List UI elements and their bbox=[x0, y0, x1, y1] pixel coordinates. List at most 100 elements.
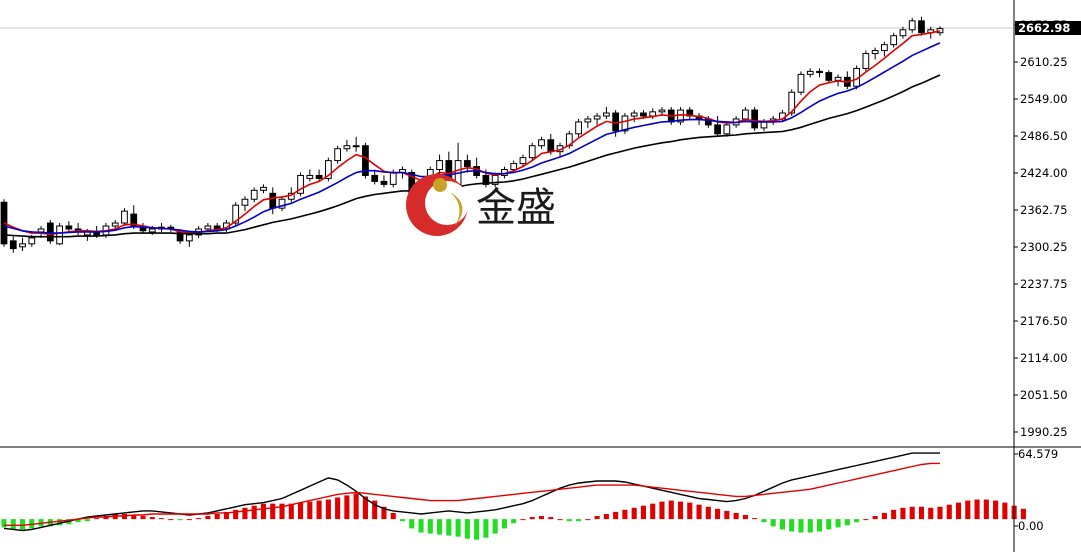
price-tick-label: 2300.25 bbox=[1020, 240, 1068, 254]
moving-average-line-1 bbox=[3, 30, 941, 236]
moving-average-line-3 bbox=[3, 74, 941, 238]
oscillator-bar bbox=[196, 518, 202, 520]
oscillator-bar bbox=[974, 499, 980, 520]
candle-body bbox=[788, 91, 796, 114]
oscillator-bar bbox=[640, 505, 646, 520]
oscillator-bar bbox=[789, 519, 795, 532]
oscillator-bar bbox=[696, 504, 702, 520]
oscillator-bar bbox=[19, 519, 26, 530]
oscillator-bar bbox=[260, 503, 267, 520]
candle-body bbox=[9, 240, 17, 250]
current-price-tag bbox=[1015, 21, 1081, 36]
oscillator-bar bbox=[872, 516, 878, 520]
oscillator-bar bbox=[501, 519, 507, 529]
logo-white-inner-icon bbox=[425, 181, 469, 225]
oscillator-bar bbox=[168, 519, 174, 521]
oscillator-bar bbox=[993, 500, 999, 520]
oscillator-bar bbox=[770, 519, 776, 527]
candle-body bbox=[56, 225, 63, 245]
oscillator-bar bbox=[131, 515, 137, 520]
oscillator-tick-label: 0.00 bbox=[1018, 519, 1044, 533]
oscillator-bar bbox=[566, 519, 572, 522]
oscillator-bar bbox=[622, 509, 628, 520]
candle-body bbox=[871, 50, 879, 55]
candle-body bbox=[584, 118, 592, 123]
candle-body bbox=[121, 210, 128, 224]
oscillator-bar bbox=[214, 513, 220, 520]
oscillator-bar bbox=[603, 513, 609, 520]
oscillator-bar bbox=[511, 519, 517, 524]
oscillator-bar bbox=[75, 519, 81, 523]
oscillator-bar bbox=[474, 519, 480, 540]
candle-body bbox=[278, 198, 286, 209]
oscillator-bar bbox=[158, 518, 165, 520]
candle-body bbox=[658, 109, 666, 113]
oscillator-bar bbox=[149, 517, 155, 520]
oscillator-bar bbox=[223, 511, 229, 520]
oscillator-bar bbox=[94, 518, 100, 520]
oscillator-bar bbox=[251, 505, 257, 520]
oscillator-bar bbox=[186, 519, 192, 521]
oscillator-bar bbox=[57, 519, 63, 526]
oscillator-bar bbox=[335, 497, 341, 520]
candle-body bbox=[241, 198, 249, 206]
oscillator-bar bbox=[279, 503, 285, 520]
price-tick-label: 2051.50 bbox=[1020, 388, 1068, 402]
oscillator-bar bbox=[427, 519, 433, 534]
oscillator-bar bbox=[576, 519, 582, 522]
oscillator-bar bbox=[464, 519, 470, 539]
oscillator-bar bbox=[344, 495, 350, 520]
oscillator-bar bbox=[390, 512, 396, 520]
candle-body bbox=[185, 234, 193, 242]
oscillator-bar bbox=[10, 519, 16, 530]
oscillator-bar bbox=[84, 519, 90, 522]
candle-body bbox=[603, 112, 610, 117]
oscillator-bar bbox=[205, 516, 211, 520]
candle-body bbox=[352, 145, 360, 148]
price-tick-label: 2610.25 bbox=[1020, 55, 1068, 69]
candle-body bbox=[714, 124, 721, 135]
oscillator-bar bbox=[372, 500, 378, 520]
oscillator-bar bbox=[557, 519, 563, 521]
oscillator-bar bbox=[715, 508, 721, 520]
oscillator-bar bbox=[298, 502, 304, 520]
candle-body bbox=[482, 174, 490, 185]
oscillator-bar bbox=[492, 519, 498, 534]
price-tick-label: 2176.50 bbox=[1020, 314, 1068, 328]
candle-body bbox=[862, 53, 870, 69]
oscillator-bar bbox=[807, 519, 813, 533]
oscillator-bar bbox=[854, 519, 860, 523]
price-tick-label: 2424.00 bbox=[1020, 166, 1068, 180]
candle-body bbox=[936, 28, 944, 34]
candle-body bbox=[111, 222, 119, 227]
candle-body bbox=[816, 70, 823, 74]
oscillator-bar bbox=[177, 519, 183, 521]
oscillator-bar bbox=[835, 519, 841, 528]
candle-body bbox=[324, 160, 332, 179]
oscillator-bar bbox=[826, 519, 832, 530]
oscillator-bar bbox=[418, 519, 424, 533]
oscillator-bar bbox=[631, 507, 637, 520]
candle-body bbox=[547, 139, 555, 153]
candle-body bbox=[389, 171, 397, 185]
candle-body bbox=[751, 109, 759, 129]
logo-text: 金盛 bbox=[476, 185, 556, 231]
candle-body bbox=[723, 124, 731, 135]
candle-body bbox=[37, 228, 45, 233]
candle-body bbox=[232, 204, 240, 224]
oscillator-bar bbox=[399, 519, 406, 522]
candle-body bbox=[510, 163, 518, 171]
oscillator-bar bbox=[353, 493, 359, 520]
oscillator-bar bbox=[437, 519, 443, 535]
oscillator-bar bbox=[937, 506, 943, 520]
candle-body bbox=[380, 180, 388, 185]
oscillator-bar bbox=[1002, 502, 1008, 520]
candle-body bbox=[621, 115, 629, 132]
oscillator-bar bbox=[242, 507, 248, 520]
oscillator-bar bbox=[955, 502, 962, 520]
candle-body bbox=[334, 148, 341, 162]
candle-body bbox=[65, 225, 73, 230]
candle-body bbox=[528, 145, 536, 159]
oscillator-bar bbox=[733, 512, 739, 520]
